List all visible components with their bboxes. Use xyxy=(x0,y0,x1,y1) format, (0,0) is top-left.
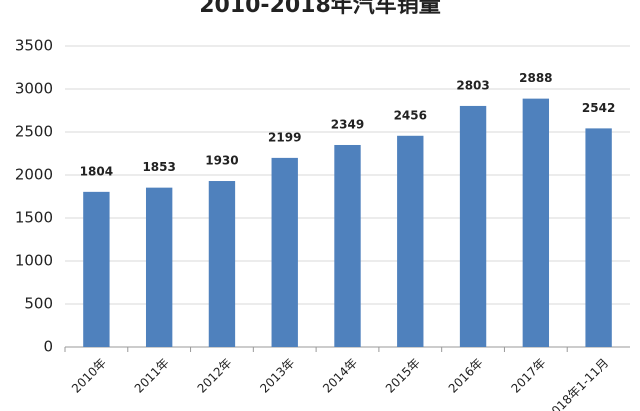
x-tick-label: 2017年 xyxy=(508,356,548,396)
x-tick-label: 2011年 xyxy=(132,356,172,396)
value-label: 2349 xyxy=(331,117,364,131)
bar xyxy=(83,191,110,347)
x-tick-label: 2018年1-11月 xyxy=(543,356,611,411)
chart-title: 2010-2018年汽车销量 xyxy=(199,0,441,18)
x-tick-label: 2015年 xyxy=(383,356,423,396)
bar xyxy=(208,181,236,347)
value-label: 2803 xyxy=(456,78,489,92)
x-tick-label: 2016年 xyxy=(446,356,486,396)
y-tick-label: 3500 xyxy=(15,37,53,55)
bar xyxy=(522,98,550,348)
value-label: 2542 xyxy=(582,101,615,115)
value-label: 2456 xyxy=(394,108,427,122)
y-tick-label: 1000 xyxy=(15,252,53,270)
value-label: 2888 xyxy=(519,71,552,85)
bar xyxy=(334,144,361,347)
value-label: 1804 xyxy=(80,164,113,178)
value-label: 1930 xyxy=(205,154,238,168)
x-tick-label: 2014年 xyxy=(320,356,360,396)
x-tick-label: 2012年 xyxy=(195,356,235,396)
y-tick-label: 2500 xyxy=(15,123,53,141)
bar xyxy=(459,105,487,347)
y-tick-label: 0 xyxy=(43,338,53,356)
x-tick-label: 2013年 xyxy=(257,356,297,396)
bar xyxy=(585,128,612,347)
bar xyxy=(271,157,298,347)
x-tick-label: 2010年 xyxy=(69,356,109,396)
value-label: 2199 xyxy=(268,130,301,144)
y-tick-label: 2000 xyxy=(15,166,53,184)
y-tick-label: 1500 xyxy=(15,209,53,227)
bar xyxy=(397,135,424,347)
bar xyxy=(145,187,173,347)
y-tick-label: 500 xyxy=(24,295,53,313)
value-label: 1853 xyxy=(142,160,175,174)
y-tick-label: 3000 xyxy=(15,80,53,98)
